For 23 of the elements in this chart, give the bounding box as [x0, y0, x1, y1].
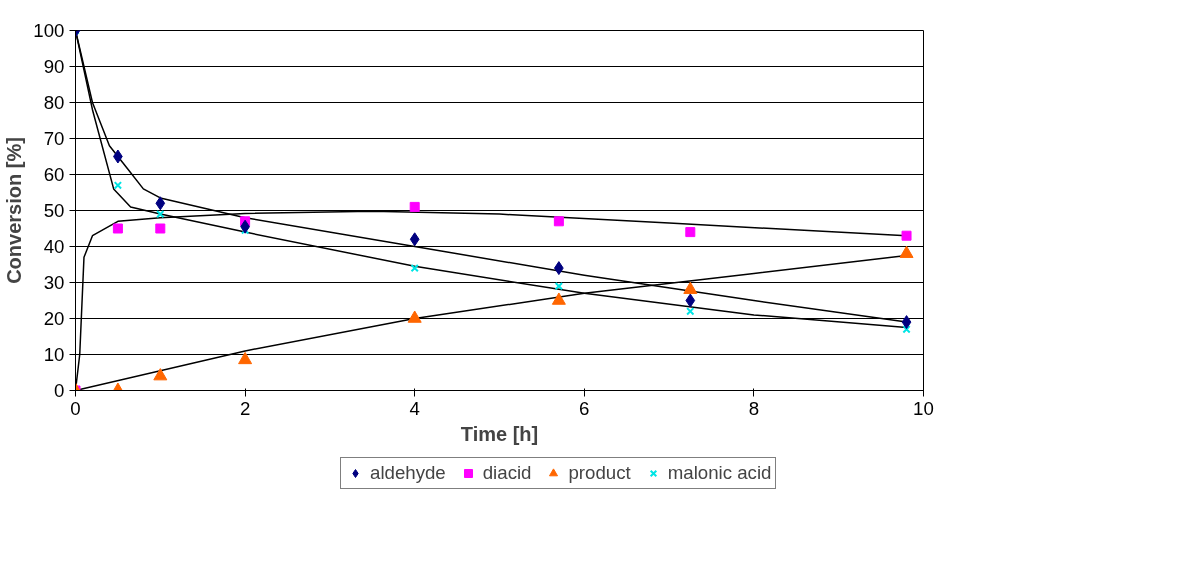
- legend-label: aldehyde: [370, 462, 446, 484]
- y-tick-label: 90: [43, 56, 65, 77]
- legend-label: product: [568, 462, 631, 484]
- y-tick-label: 0: [54, 380, 65, 401]
- y-tick-label: 10: [43, 344, 65, 365]
- y-tick-label: 80: [43, 92, 65, 113]
- y-tick-label: 20: [43, 308, 65, 329]
- x-tick-label: 4: [409, 397, 420, 419]
- x-tick-label: 0: [70, 397, 81, 419]
- y-tick-label: 100: [33, 20, 65, 41]
- y-tick-label: 50: [43, 200, 65, 221]
- y-tick-label: 30: [43, 272, 65, 293]
- y-tick-label: 70: [43, 128, 65, 149]
- y-axis-title: Conversion [%]: [3, 137, 26, 284]
- x-tick-label: 10: [913, 397, 934, 419]
- x-axis-title: Time [h]: [460, 422, 539, 445]
- x-tick-label: 6: [579, 397, 590, 419]
- x-tick-label: 8: [748, 397, 760, 419]
- legend-label: diacid: [482, 462, 532, 484]
- y-tick-label: 40: [43, 236, 65, 257]
- legend-label: malonic acid: [667, 462, 772, 484]
- y-tick-label: 60: [43, 164, 65, 185]
- x-tick-label: 2: [239, 397, 251, 419]
